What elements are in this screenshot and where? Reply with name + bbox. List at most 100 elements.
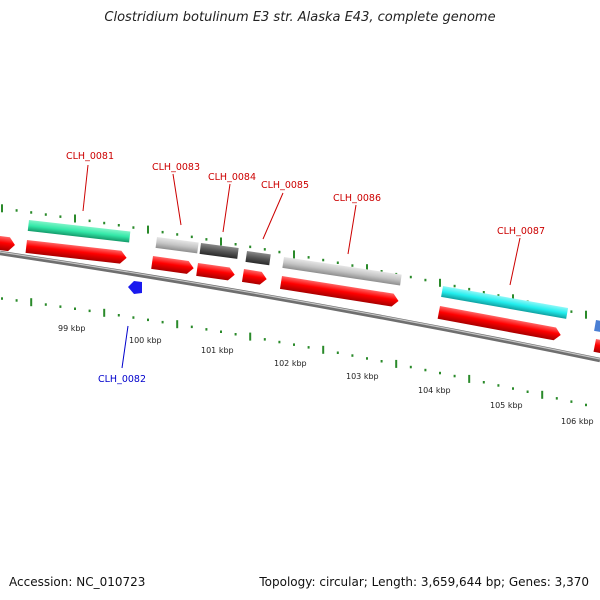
minor-tick [497,294,500,297]
minor-tick [205,238,208,241]
major-tick [220,237,222,246]
gene-bar-dark [245,250,271,266]
cds-reverse-blue [128,281,142,294]
scale-label-101: 101 kbp [201,346,234,355]
scale-label-106: 106 kbp [561,417,594,426]
minor-tick [453,374,456,378]
minor-tick [351,264,354,267]
gene-label-CLH_0081: CLH_0081 [66,151,114,162]
major-tick [103,308,106,317]
map-title: Clostridium botulinum E3 str. Alaska E43… [104,10,496,25]
minor-tick [336,351,339,354]
major-tick [512,294,514,303]
major-tick [322,345,325,354]
gene-bar-green [27,220,131,243]
minor-tick [249,245,252,249]
gene-label-CLH_0086: CLH_0086 [333,193,381,204]
minor-tick [15,299,18,302]
gene-label-CLH_0087: CLH_0087 [497,226,545,237]
scale-label-100: 100 kbp [129,336,162,345]
minor-tick [555,397,558,400]
gene-bar-row [27,220,600,333]
major-tick [366,264,368,273]
minor-tick [1,297,3,300]
minor-tick [366,357,368,360]
gene-label-CLH_0085: CLH_0085 [261,180,309,191]
minor-tick [526,390,529,393]
outer-tick-row [1,204,587,319]
gene-bar-dark [199,243,239,259]
minor-tick [220,330,222,333]
minor-tick [570,310,573,313]
scale-label-105: 105 kbp [490,401,523,410]
minor-tick [380,360,383,363]
major-tick [395,359,398,368]
minor-tick [351,354,354,357]
minor-tick [176,233,179,236]
major-tick [468,374,471,383]
scale-label-99: 99 kbp [58,324,86,333]
minor-tick [482,381,485,384]
minor-tick [161,320,164,324]
minor-tick [132,226,135,229]
gene-bar-blue [594,320,600,333]
minor-tick [234,333,237,336]
cds-arrow [0,236,15,252]
minor-tick [512,387,514,390]
minor-tick [117,224,120,227]
major-tick [541,390,544,399]
minor-tick [307,346,310,349]
minor-tick [44,303,47,306]
major-tick [439,278,441,287]
cds-arrow [151,256,194,274]
major-tick [293,250,295,259]
minor-tick [88,219,91,223]
leader-lines [82,164,521,369]
cds-arrow [279,276,399,307]
gene-bar-gray [282,257,402,286]
minor-tick [293,343,295,346]
cds-forward-row [0,236,600,355]
gene-bar-cyan [441,286,569,319]
scale-label-104: 104 kbp [418,386,451,395]
minor-tick [147,318,149,322]
minor-tick [74,307,76,310]
minor-tick [132,316,135,319]
gene-label-CLH_0084: CLH_0084 [208,172,256,183]
minor-tick [424,278,427,282]
minor-tick [380,270,383,273]
minor-tick [263,338,266,341]
cds-arrow [241,269,267,285]
minor-tick [59,215,62,218]
minor-tick [497,384,500,387]
minor-tick [161,230,164,234]
minor-tick [307,256,310,259]
minor-tick [424,368,427,372]
major-tick [74,214,76,223]
cds-arrow [196,263,235,281]
genome-stats-text: Topology: circular; Length: 3,659,644 bp… [259,575,589,589]
gene-label-CLH_0083: CLH_0083 [152,162,200,173]
inner-tick-row [1,297,587,407]
major-tick [585,310,587,319]
major-tick [1,204,3,213]
major-tick [30,298,33,307]
minor-tick [234,243,237,246]
minor-tick [205,328,208,331]
minor-tick [585,403,587,407]
gene-label-CLH_0082: CLH_0082 [98,374,146,385]
minor-tick [453,284,456,288]
minor-tick [322,258,325,262]
accession-text: Accession: NC_010723 [9,575,146,589]
scale-label-103: 103 kbp [346,372,379,381]
minor-tick [88,309,91,313]
major-tick [176,320,179,329]
minor-tick [278,250,281,254]
minor-tick [263,248,266,251]
minor-tick [468,287,471,291]
minor-tick [439,371,441,375]
minor-tick [190,235,193,239]
minor-tick [409,365,412,369]
major-tick [249,332,252,341]
minor-tick [30,211,33,214]
